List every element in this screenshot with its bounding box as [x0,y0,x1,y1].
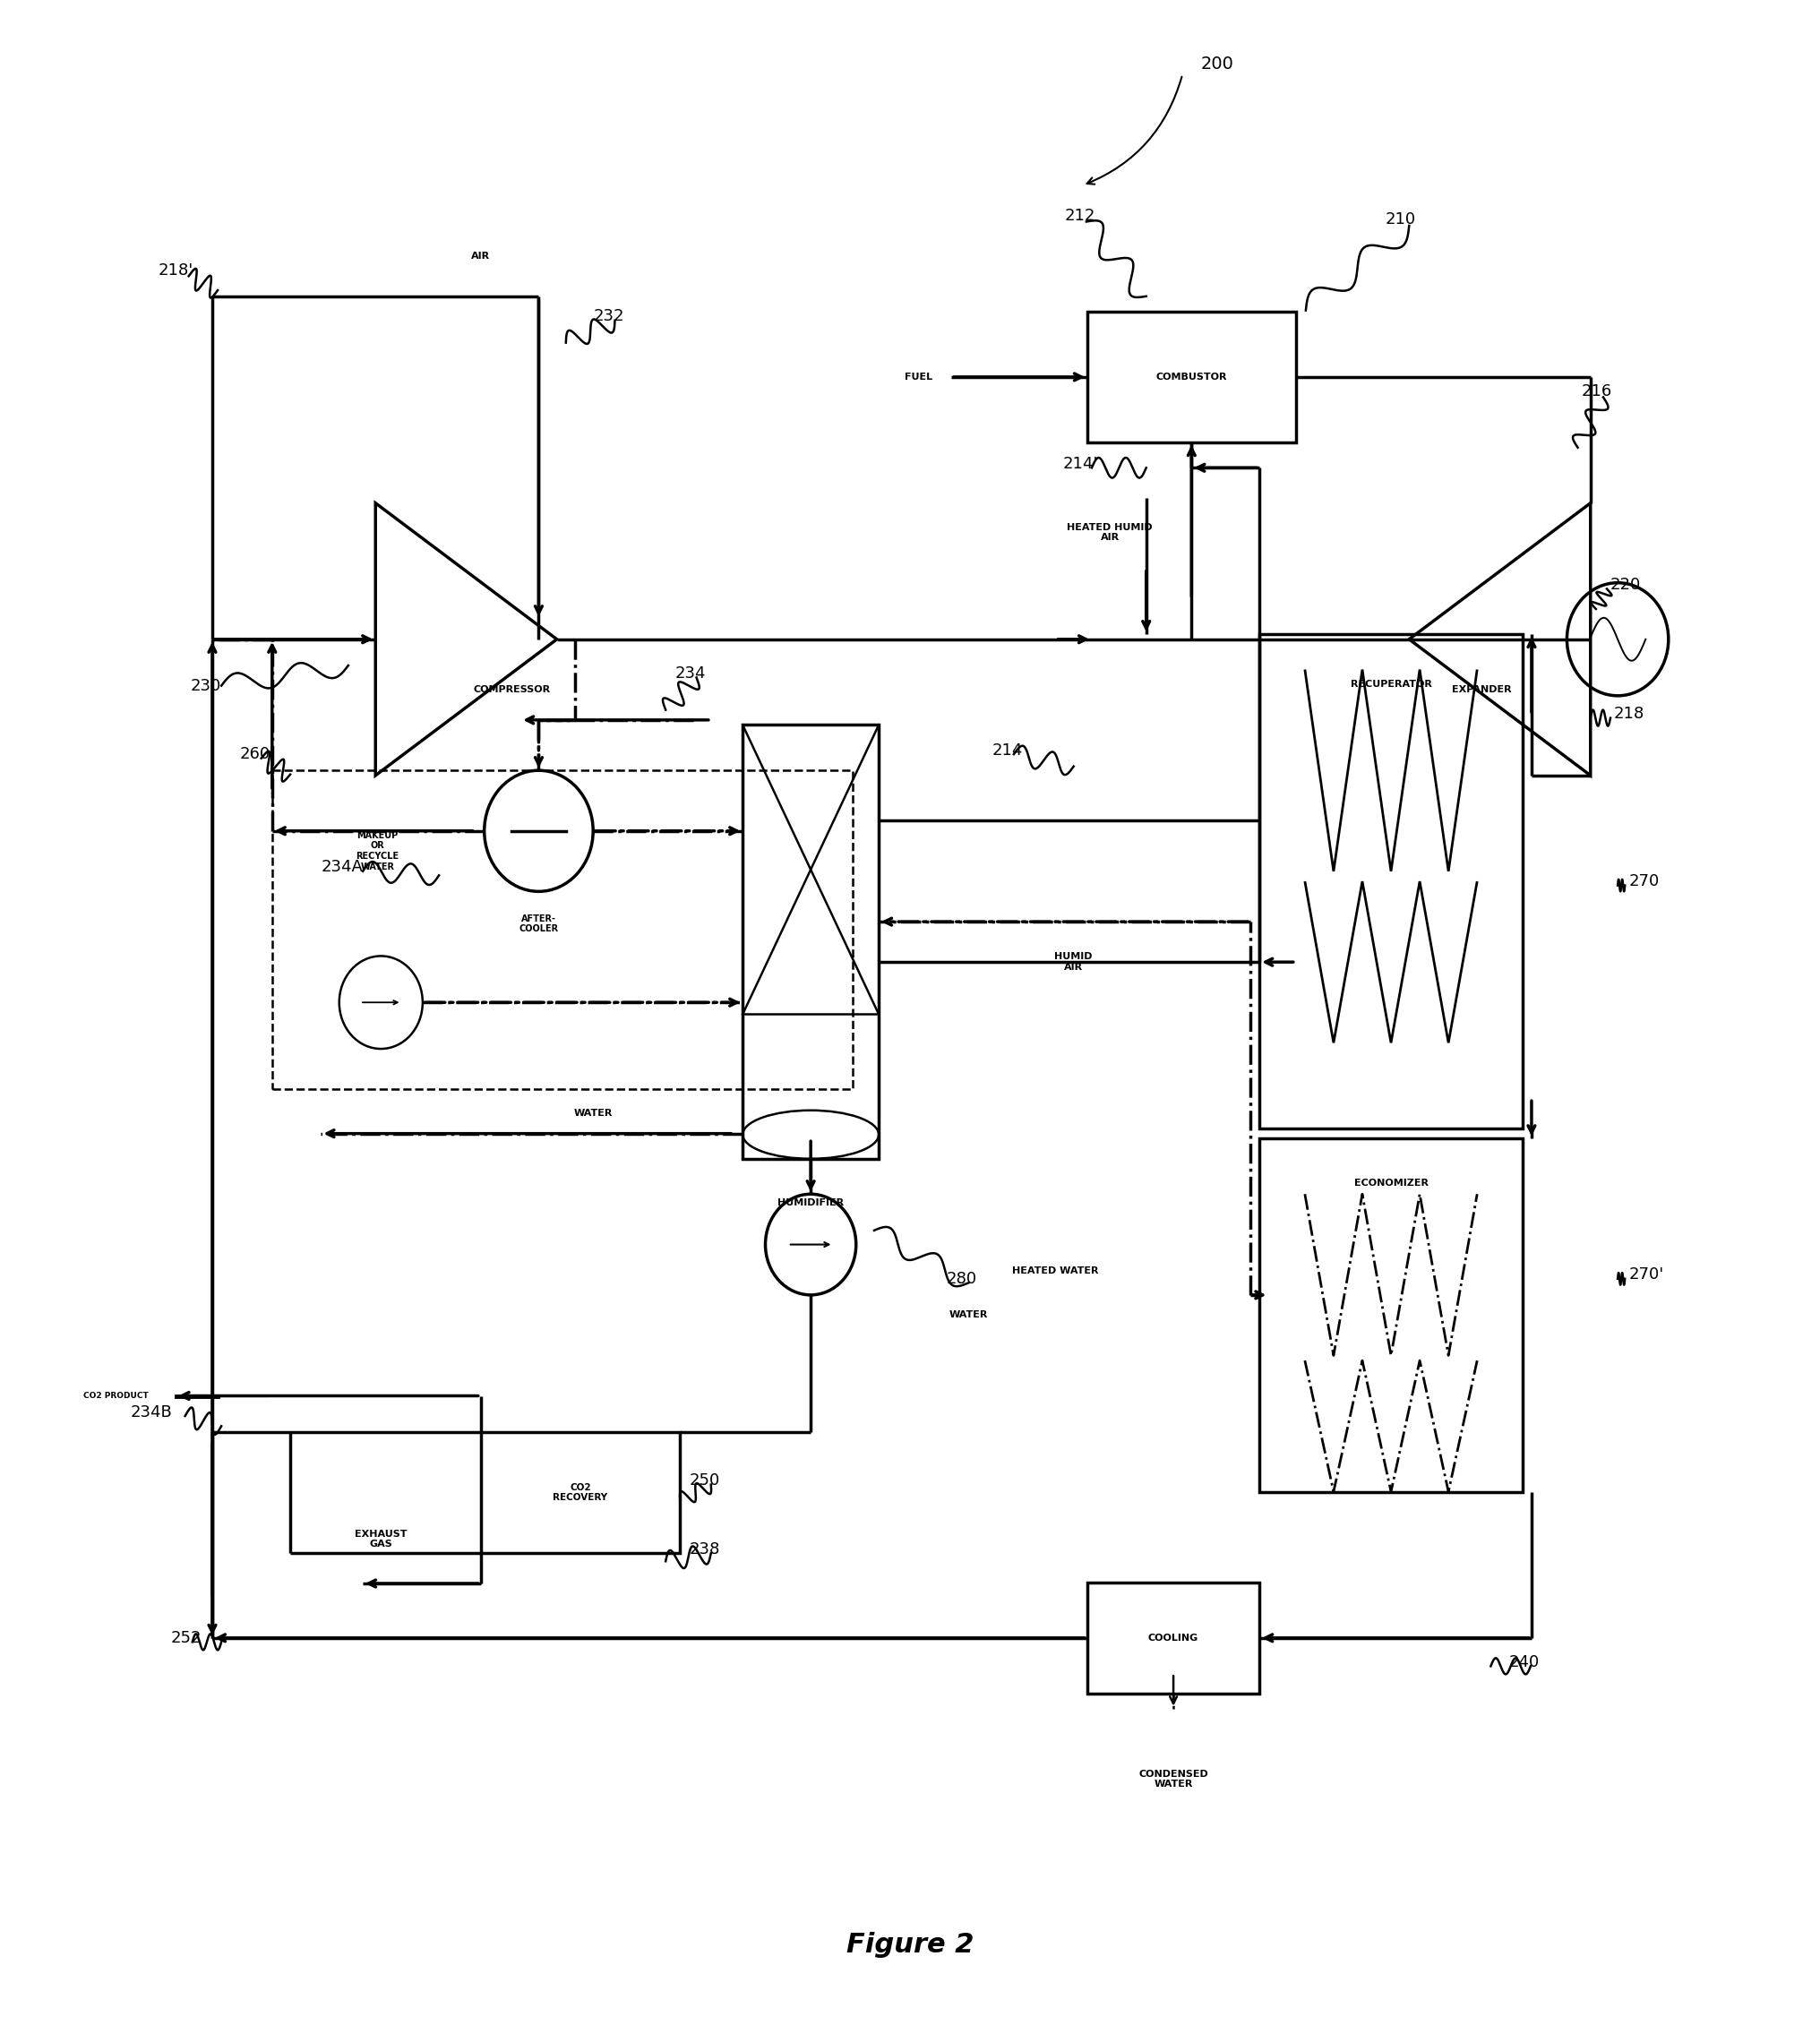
Text: WATER: WATER [948,1310,988,1320]
Text: COOLING: COOLING [1148,1634,1198,1642]
Text: COMBUSTOR: COMBUSTOR [1156,373,1227,381]
Text: 210: 210 [1385,211,1416,227]
Text: 234: 234 [675,666,706,682]
Text: HUMIDIFIER: HUMIDIFIER [777,1199,843,1207]
Text: 220: 220 [1609,577,1640,593]
Bar [1259,634,1522,1128]
Text: CO2 PRODUCT: CO2 PRODUCT [84,1391,149,1399]
Text: 260: 260 [240,745,269,761]
Text: ECONOMIZER: ECONOMIZER [1354,1179,1427,1187]
Bar [1087,312,1296,443]
Text: 270: 270 [1627,873,1658,889]
Text: EXPANDER: EXPANDER [1451,684,1511,695]
Text: MAKEUP
OR
RECYCLE
WATER: MAKEUP OR RECYCLE WATER [355,830,399,871]
Text: 240: 240 [1509,1654,1538,1671]
Text: 234A: 234A [320,859,362,875]
Text: 238: 238 [690,1541,719,1557]
Text: 252: 252 [171,1630,202,1646]
Text: AFTER-
COOLER: AFTER- COOLER [519,913,559,934]
Text: FUEL: FUEL [905,373,932,381]
Text: 250: 250 [690,1472,719,1488]
Bar [480,1432,681,1553]
Text: 230: 230 [191,678,222,695]
Text: COMPRESSOR: COMPRESSOR [473,684,550,695]
Text: CONDENSED
WATER: CONDENSED WATER [1138,1770,1208,1788]
Text: 232: 232 [593,308,624,324]
Text: 270': 270' [1627,1268,1663,1284]
Text: 216: 216 [1580,383,1611,399]
Text: 218: 218 [1613,707,1643,723]
Text: HUMID
AIR: HUMID AIR [1054,952,1092,972]
Text: CO2
RECOVERY: CO2 RECOVERY [553,1482,608,1503]
Bar [271,770,852,1089]
Text: HEATED HUMID
AIR: HEATED HUMID AIR [1067,522,1152,543]
Bar [1259,1138,1522,1492]
Text: 212: 212 [1065,207,1096,223]
Text: WATER: WATER [573,1110,612,1118]
Text: RECUPERATOR: RECUPERATOR [1350,680,1431,688]
Text: 218': 218' [158,261,193,277]
Text: 234B: 234B [131,1403,173,1420]
Text: 280: 280 [946,1272,977,1286]
Text: 214: 214 [992,741,1023,757]
Text: HEATED WATER: HEATED WATER [1012,1266,1097,1276]
Bar [743,725,879,1158]
Text: EXHAUST
GAS: EXHAUST GAS [355,1529,408,1549]
Text: 200: 200 [1199,57,1232,73]
Text: AIR: AIR [471,251,490,261]
Bar [1087,1582,1259,1693]
Text: 214': 214' [1063,456,1097,472]
Text: Figure 2: Figure 2 [846,1932,974,1958]
